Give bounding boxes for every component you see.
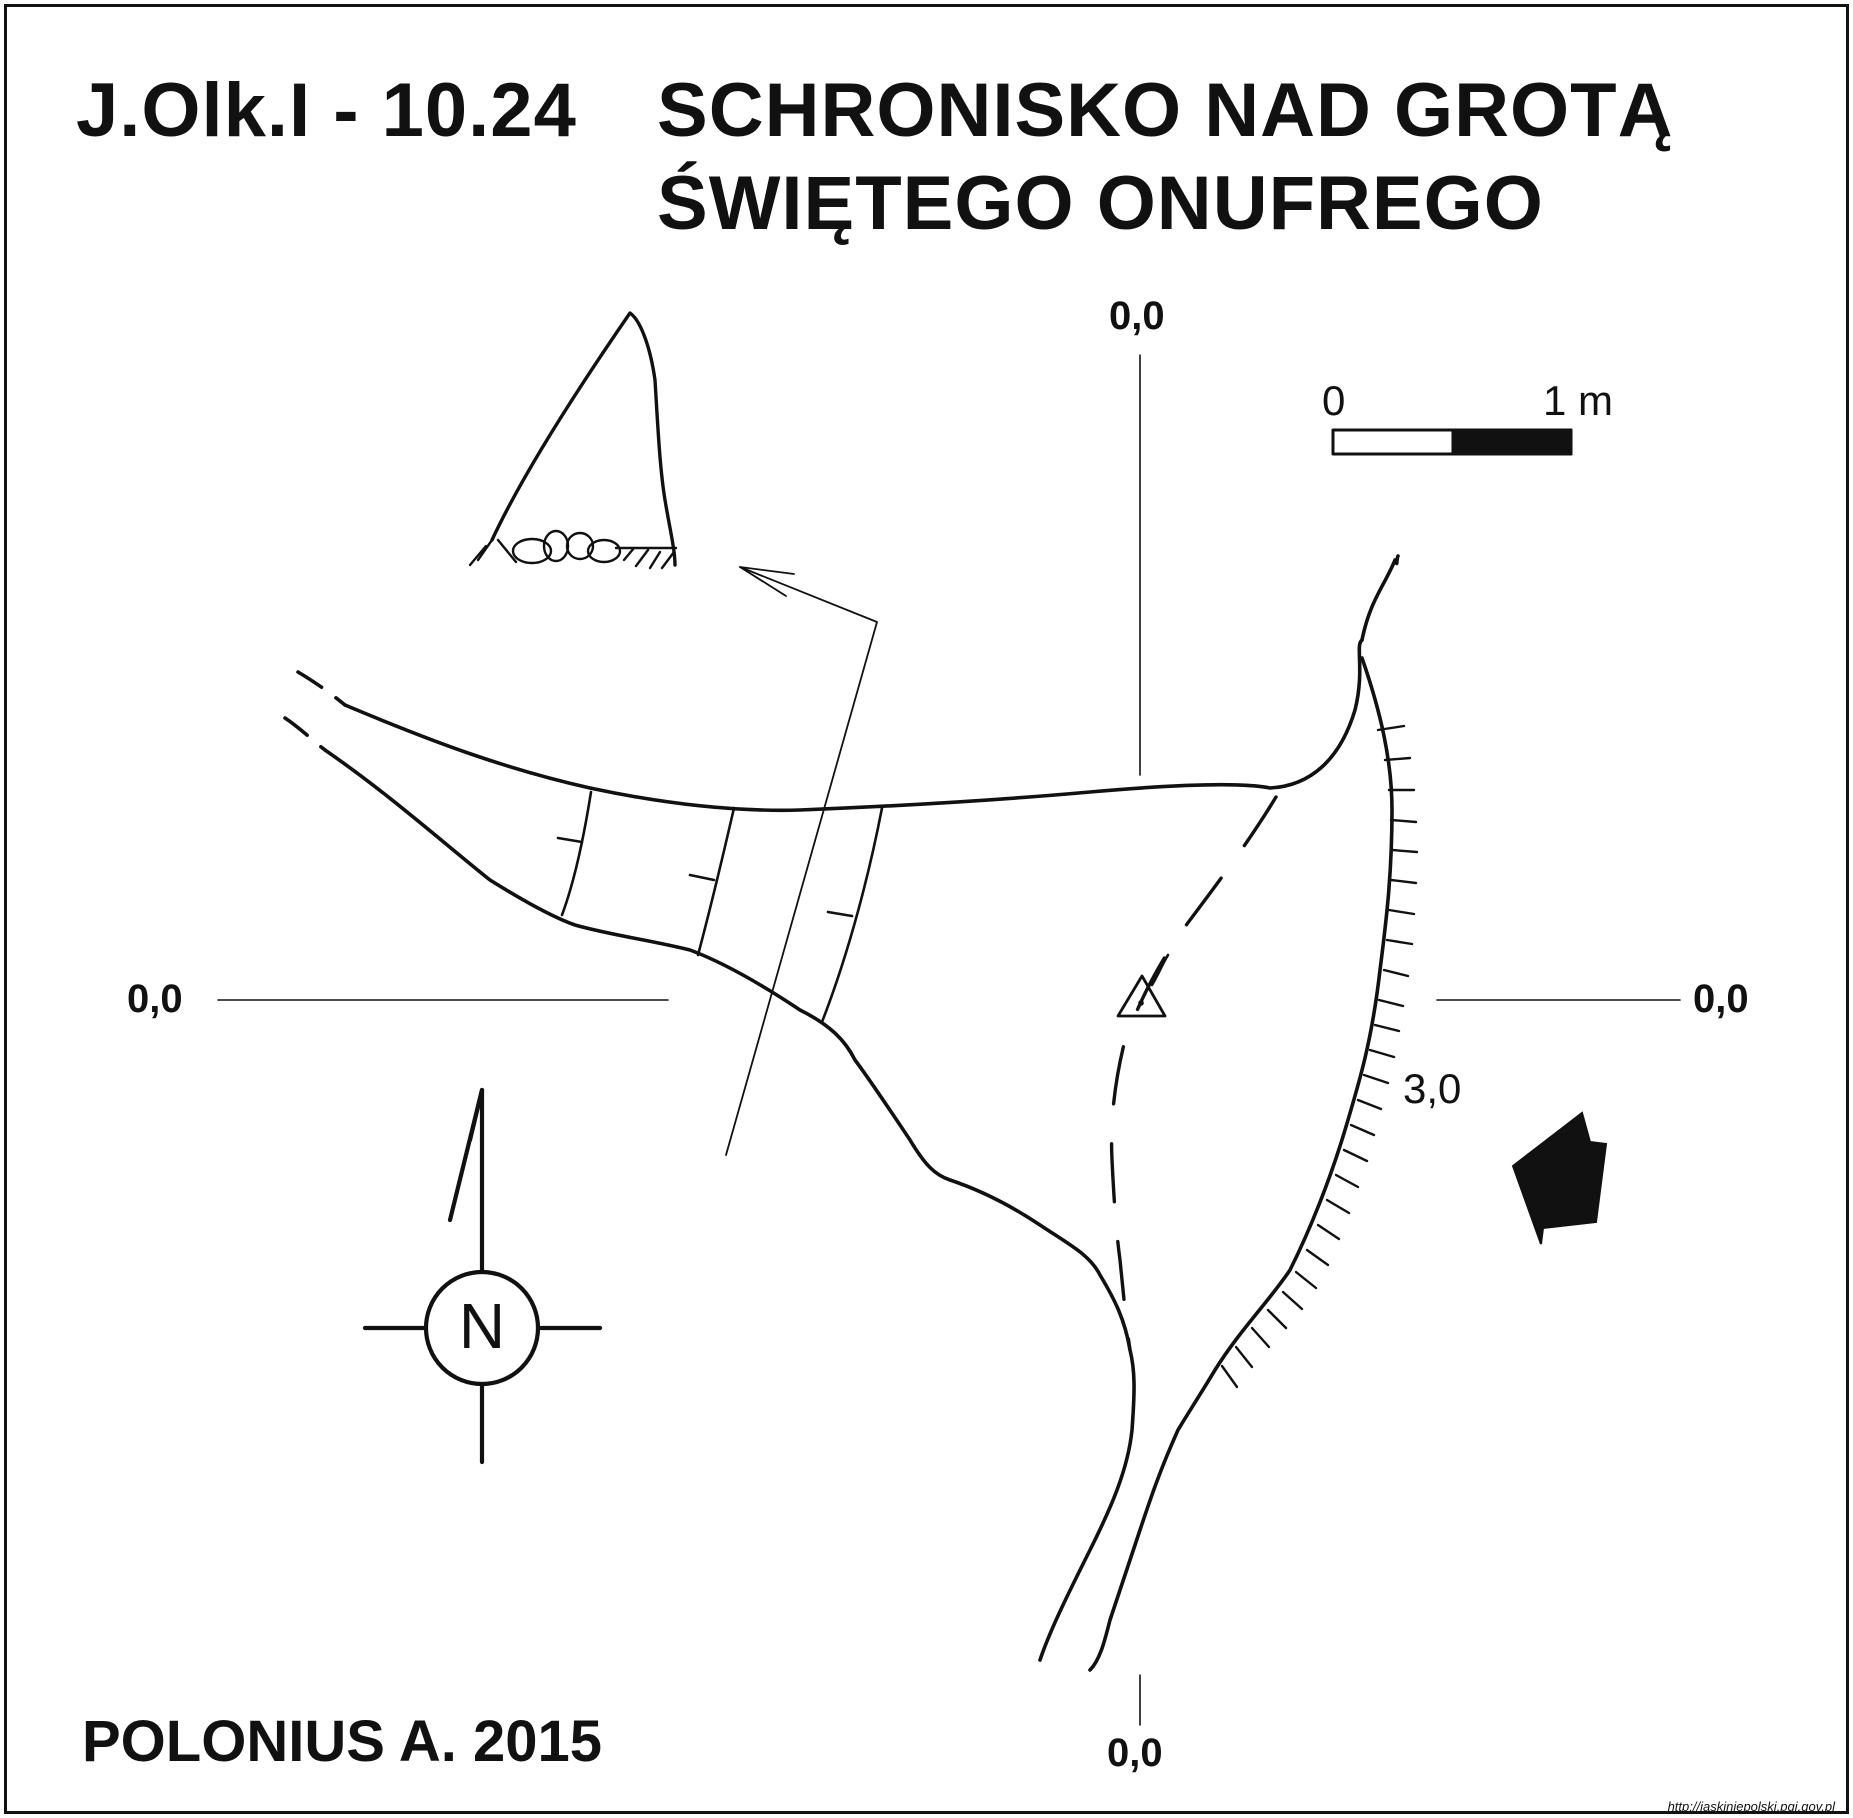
entrance-arrow-icon — [1511, 1111, 1608, 1245]
cave-wall-lower-dashed — [283, 716, 327, 752]
section-projection-arrowhead — [739, 566, 795, 597]
cave-wall-east-tip — [1360, 554, 1400, 642]
datum-label-bottom: 0,0 — [1107, 1731, 1163, 1775]
cave-wall-east — [1088, 656, 1394, 1672]
north-letter: N — [458, 1290, 506, 1362]
map-frame — [4, 4, 1849, 1814]
source-link[interactable]: http://jaskiniepolski.pgi.gov.pl — [1667, 1799, 1835, 1814]
survey-station-icon — [1116, 953, 1170, 1018]
datum-label-top: 0,0 — [1109, 294, 1165, 338]
cross-section-tick-2 — [688, 873, 716, 882]
cross-section-line-1 — [560, 790, 593, 917]
cross-section-tick-1 — [556, 836, 584, 844]
cave-wall-upper-dashed — [296, 670, 347, 707]
scale-bar — [1331, 428, 1573, 456]
cave-name-line2: ŚWIĘTEGO ONUFREGO — [657, 161, 1544, 246]
height-marker-label: 3,0 — [1403, 1065, 1462, 1112]
scale-bar-start-label: 0 — [1322, 377, 1346, 424]
cross-section-tick-3 — [826, 910, 854, 918]
cave-id-title: J.Olk.I - 10.24 — [76, 68, 577, 153]
cross-section-line-2 — [696, 806, 736, 957]
cross-section-profile — [490, 311, 677, 567]
cave-name-line1: SCHRONISKO NAD GROTĄ — [657, 68, 1674, 153]
author-credit: POLONIUS A. 2015 — [82, 1709, 603, 1774]
north-arrow-icon — [362, 1087, 603, 1465]
datum-label-right: 0,0 — [1693, 977, 1749, 1021]
rubble-icon — [468, 529, 678, 570]
cave-wall-upper — [343, 638, 1364, 813]
ceiling-edge-dashed — [1109, 795, 1278, 1352]
section-projection-line — [725, 566, 878, 1156]
cross-section-line-3 — [820, 806, 884, 1024]
slope-hachures — [1220, 724, 1419, 1389]
cave-wall-lower-left — [323, 748, 1136, 1662]
datum-label-left: 0,0 — [127, 977, 183, 1021]
scale-bar-end-label: 1 m — [1543, 377, 1614, 424]
